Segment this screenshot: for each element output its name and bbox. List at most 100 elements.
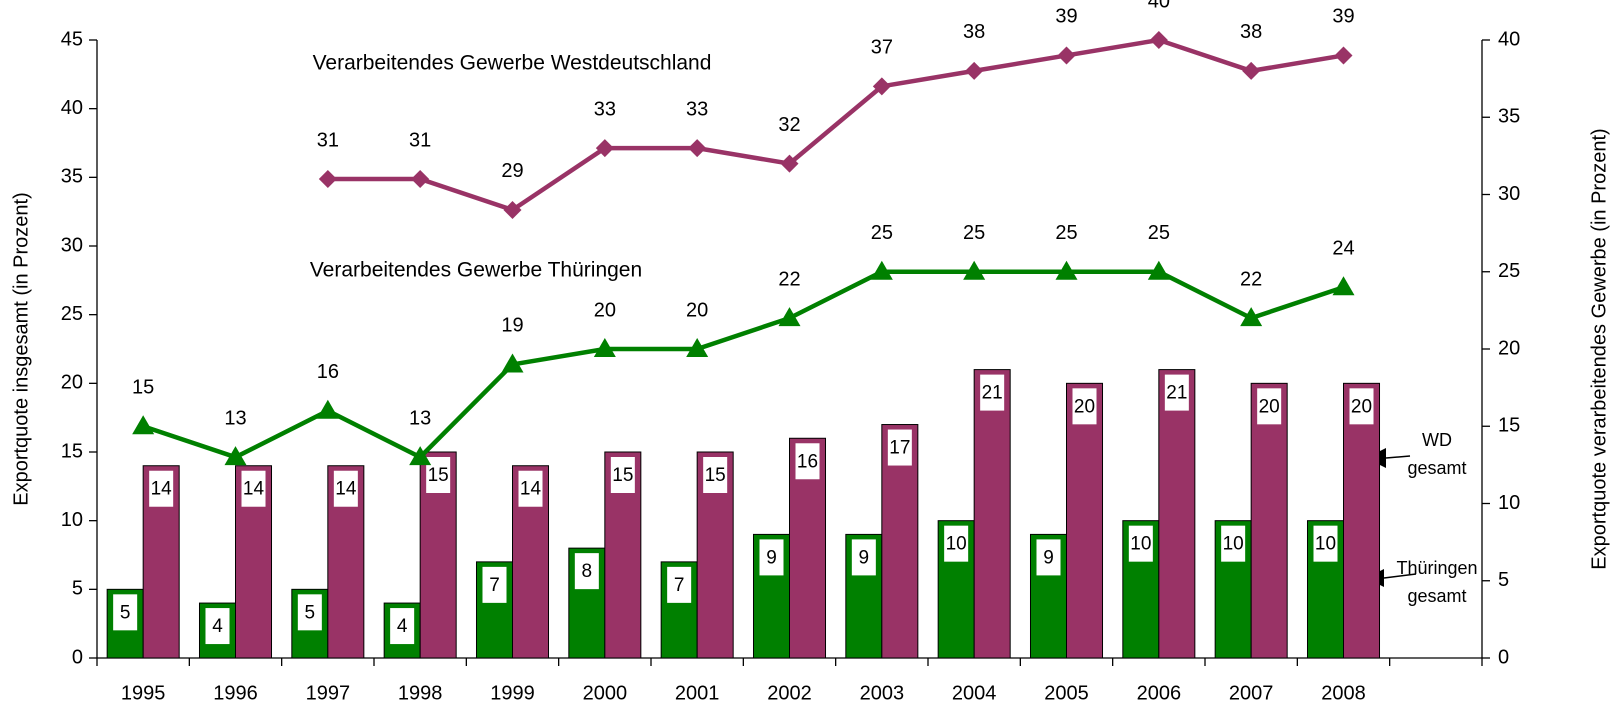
x-tick-label: 2001 [675,682,720,704]
data-label: 31 [409,129,431,151]
y-tick-label: 10 [61,509,83,531]
marker [224,446,247,466]
data-label: 15 [705,465,726,486]
y-tick-label: 30 [61,234,83,256]
marker [778,307,801,327]
x-tick-label: 2002 [767,682,812,704]
marker [1149,31,1168,49]
data-label: 20 [594,299,616,321]
marker [132,415,155,435]
marker [963,260,986,280]
data-label: 31 [317,129,339,151]
x-tick-label: 2004 [952,682,997,704]
data-label: 20 [686,299,708,321]
data-label: 16 [317,361,339,383]
y2-tick-label: 10 [1498,492,1520,514]
data-label-box [574,553,599,590]
line [142,269,1345,460]
bar [1343,382,1381,659]
marker [593,338,616,357]
data-label: 13 [409,407,431,429]
x-tick-label: 2007 [1229,682,1274,704]
bar [1066,382,1104,659]
data-label: 17 [889,438,910,459]
data-label: 4 [212,616,223,637]
data-label: 16 [797,451,818,472]
marker [688,139,707,158]
data-label: 13 [224,407,246,429]
data-label-box [205,608,230,645]
bar [1250,382,1288,659]
data-label-box [944,525,969,562]
y2-axis-label: Exportquote verarbeitendes Gewerbe (in P… [1588,128,1610,569]
data-label: 32 [778,114,800,136]
data-label-box [703,457,728,493]
data-label: 10 [1223,534,1244,555]
marker [409,446,432,466]
x-tick-label: 2005 [1044,682,1089,704]
marker [780,154,799,173]
y2-tick-label: 0 [1498,646,1509,668]
data-label: 25 [1148,222,1170,244]
data-label-box [667,566,692,603]
data-label: 25 [871,222,893,244]
data-label: 14 [335,479,357,500]
data-label: 7 [489,575,500,596]
y2-tick-label: 15 [1498,415,1520,437]
data-label-box [241,470,266,507]
bar [973,369,1011,659]
data-label: 19 [501,315,523,337]
y2-tick-label: 35 [1498,106,1520,128]
x-tick-label: 1996 [213,682,258,704]
data-label: 38 [963,21,985,43]
marker [411,170,430,189]
data-label-box [482,566,507,603]
data-label: 20 [1351,396,1372,417]
y-tick-label: 20 [61,372,83,394]
data-label: 21 [982,383,1003,404]
legend-label: WD gesamt [1407,430,1466,478]
y-axis-label: Exportquote insgesamt (in Prozent) [10,192,32,506]
data-label: 9 [859,547,870,568]
data-label: 25 [963,222,985,244]
marker [1147,260,1170,280]
data-label-box [759,539,784,576]
y-tick-label: 40 [61,97,83,119]
data-label: 39 [1055,6,1077,28]
marker [686,338,709,357]
data-label-box [980,374,1005,411]
data-label-box [113,594,138,631]
data-label: 5 [120,602,131,623]
y-tick-label: 45 [61,28,83,50]
data-label-box [1072,388,1097,425]
marker [870,260,893,280]
marker [595,139,614,158]
marker [1240,307,1263,327]
data-label-box [390,608,415,645]
data-label-box [333,470,358,507]
data-label-box [610,457,635,493]
data-label: 39 [1332,6,1354,28]
marker [872,77,891,96]
data-label: 7 [674,575,685,596]
data-label: 15 [132,377,154,399]
data-label: 37 [871,37,893,59]
y2-tick-label: 5 [1498,569,1509,591]
x-tick-label: 1995 [121,682,166,704]
arrow [1383,573,1417,579]
data-label: 15 [428,465,449,486]
data-label: 33 [594,98,616,120]
data-label: 14 [151,479,173,500]
data-label-box [1128,525,1153,562]
data-label: 9 [766,547,777,568]
marker [965,61,984,80]
marker [1055,260,1078,280]
marker [501,353,524,373]
data-label-box [851,539,876,576]
data-label-box [297,594,322,631]
marker [318,170,337,189]
data-label: 20 [1074,396,1095,417]
data-label: 25 [1055,222,1077,244]
marker [1242,61,1261,80]
